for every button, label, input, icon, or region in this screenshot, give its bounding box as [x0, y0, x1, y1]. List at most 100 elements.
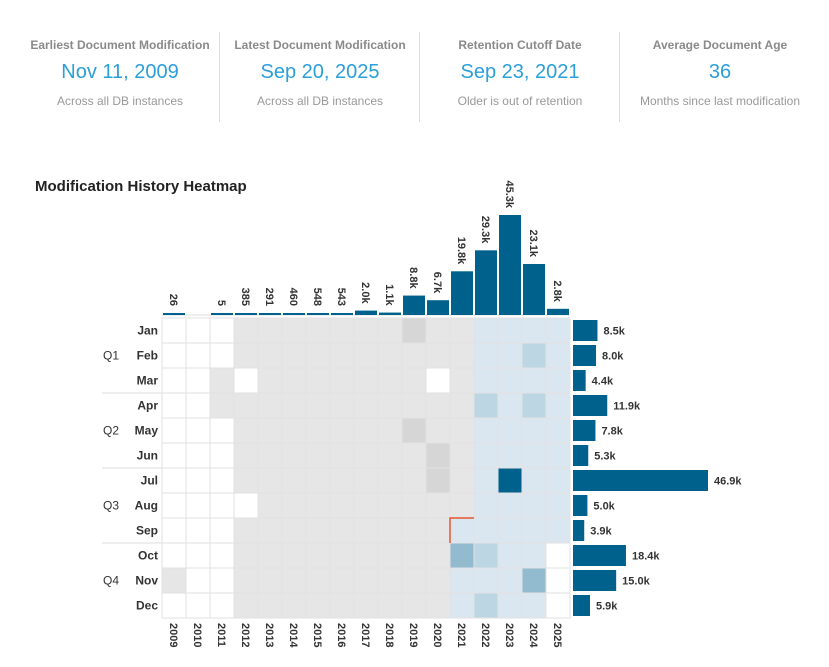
- heatmap-cell: [401, 542, 427, 569]
- stat-label: Latest Document Modification: [234, 38, 406, 52]
- year-total-bar: [523, 264, 545, 315]
- heatmap-cell: [473, 467, 499, 494]
- year-label: 2025: [551, 623, 563, 647]
- year-total-bar: [259, 313, 281, 315]
- heatmap-cell: [353, 342, 379, 369]
- heatmap-cell: [425, 592, 451, 619]
- heatmap-cell: [473, 367, 499, 394]
- year-total-bar: [211, 313, 233, 315]
- heatmap-cell: [257, 417, 283, 444]
- heatmap-cell: [161, 492, 187, 519]
- heatmap-cell: [449, 567, 475, 594]
- heatmap-cell: [449, 417, 475, 444]
- heatmap-cell: [209, 567, 235, 594]
- heatmap-cell: [353, 417, 379, 444]
- heatmap-cell: [449, 442, 475, 469]
- heatmap-cell: [305, 492, 331, 519]
- heatmap-cell: [233, 392, 259, 419]
- heatmap-cell: [161, 442, 187, 469]
- month-total-bar: [573, 445, 589, 466]
- heatmap-cell: [497, 417, 523, 444]
- heatmap-cell: [521, 342, 547, 369]
- stat-label: Retention Cutoff Date: [458, 38, 582, 52]
- heatmap-cell: [257, 517, 283, 544]
- heatmap-cell: [209, 442, 235, 469]
- year-total-label: 385: [239, 288, 251, 306]
- heatmap-cell: [329, 417, 355, 444]
- month-label: Jan: [137, 324, 158, 338]
- heatmap-cell: [305, 567, 331, 594]
- year-total-label: 460: [287, 288, 299, 306]
- heatmap-cell: [161, 542, 187, 569]
- heatmap-cell: [185, 492, 211, 519]
- quarter-label: Q4: [103, 574, 119, 588]
- month-total-bar: [573, 395, 608, 416]
- heatmap-cell: [449, 367, 475, 394]
- heatmap-cell: [497, 317, 523, 344]
- heatmap-cell: [233, 442, 259, 469]
- month-label: Jun: [137, 449, 158, 463]
- year-label: 2022: [479, 623, 491, 647]
- divider: [219, 32, 220, 122]
- stat-value: 36: [708, 61, 732, 83]
- year-total-bar: [379, 312, 401, 315]
- heatmap-cell: [233, 567, 259, 594]
- heatmap-cell: [353, 492, 379, 519]
- year-label: 2015: [311, 623, 323, 647]
- heatmap-cell: [281, 342, 307, 369]
- heatmap-title: Modification History Heatmap: [35, 178, 247, 195]
- year-label: 2019: [407, 623, 419, 647]
- heatmap-cell: [185, 592, 211, 619]
- year-total-label: 6.7k: [431, 272, 443, 294]
- heatmap-cell: [401, 567, 427, 594]
- year-total-bar: [427, 300, 449, 315]
- heatmap-cell: [233, 367, 259, 394]
- month-label: May: [135, 424, 159, 438]
- heatmap-cell: [161, 392, 187, 419]
- year-label: 2014: [287, 623, 299, 648]
- divider: [619, 32, 620, 122]
- heatmap-cell: [329, 492, 355, 519]
- heatmap-cell: [209, 367, 235, 394]
- heatmap-cell: [449, 467, 475, 494]
- stat-label: Earliest Document Modification: [30, 38, 210, 52]
- heatmap-cell: [185, 367, 211, 394]
- heatmap-cell: [473, 417, 499, 444]
- heatmap-cell: [353, 567, 379, 594]
- stat-subtext: Across all DB instances: [256, 94, 384, 108]
- quarter-label: Q1: [103, 349, 119, 363]
- heatmap-cell: [473, 342, 499, 369]
- heatmap-cell: [233, 492, 259, 519]
- year-label: 2023: [503, 623, 515, 647]
- heatmap-cell: [425, 392, 451, 419]
- heatmap-cell: [281, 542, 307, 569]
- heatmap-cell: [185, 542, 211, 569]
- stat-card-retention: Retention Cutoff Date Sep 23, 2021 Older…: [420, 30, 620, 122]
- heatmap-cell: [233, 417, 259, 444]
- month-total-bar: [573, 370, 586, 391]
- heatmap-cell: [401, 467, 427, 494]
- heatmap-cell: [281, 417, 307, 444]
- heatmap-cell: [185, 417, 211, 444]
- month-total-label: 7.8k: [601, 426, 623, 438]
- month-total-label: 18.4k: [632, 551, 660, 563]
- heatmap-cell: [401, 517, 427, 544]
- heatmap-cell: [473, 392, 499, 419]
- year-total-bar: [547, 308, 569, 315]
- heatmap-cell: [449, 592, 475, 619]
- heatmap-cell: [401, 442, 427, 469]
- year-total-bar: [235, 313, 257, 315]
- month-total-label: 46.9k: [714, 476, 742, 488]
- stat-subtext: Across all DB instances: [56, 94, 184, 108]
- heatmap-cell: [473, 592, 499, 619]
- heatmap-cell: [377, 567, 403, 594]
- heatmap-cell: [521, 417, 547, 444]
- year-total-bar: [355, 310, 377, 315]
- heatmap-cell: [545, 417, 571, 444]
- year-total-bar: [307, 313, 329, 315]
- heatmap-cell: [521, 492, 547, 519]
- year-total-label: 23.1k: [527, 229, 539, 257]
- year-total-label: 19.8k: [455, 237, 467, 265]
- heatmap-cell: [377, 492, 403, 519]
- month-total-label: 11.9k: [613, 401, 641, 413]
